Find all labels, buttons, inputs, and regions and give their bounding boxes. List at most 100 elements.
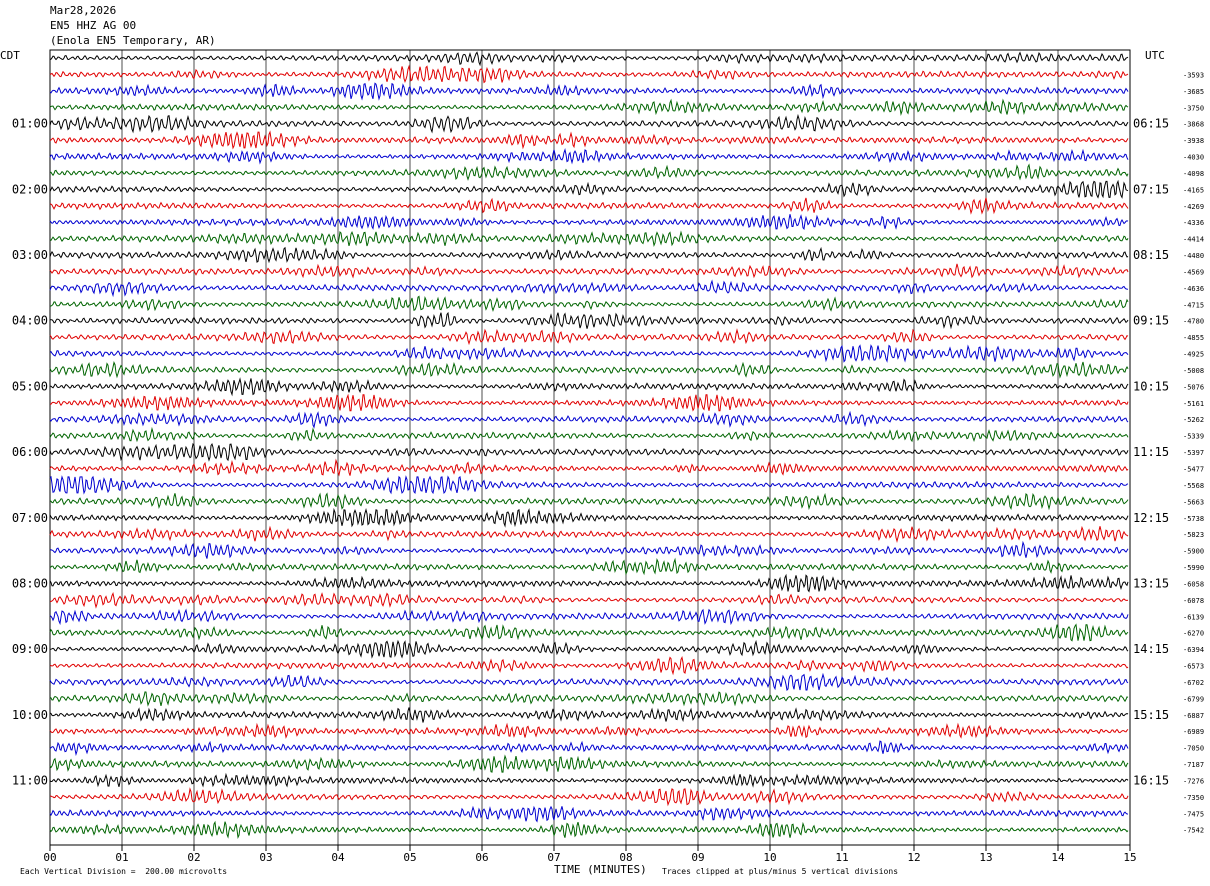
seismic-trace [49, 623, 1129, 642]
left-hour-label: 07:00 [12, 511, 48, 525]
seismic-trace [49, 51, 1129, 67]
seismic-trace [49, 573, 1129, 593]
seismic-trace [49, 772, 1129, 788]
seismic-trace [49, 740, 1129, 757]
seismic-trace [49, 246, 1129, 264]
trace-value-label: -6058 [1183, 580, 1204, 588]
trace-value-label: -6078 [1183, 597, 1204, 605]
trace-value-label: -6887 [1183, 712, 1204, 720]
trace-value-label: -6702 [1183, 679, 1204, 687]
right-hour-label: 11:15 [1133, 445, 1169, 459]
left-hour-label: 06:00 [12, 445, 48, 459]
x-tick-label: 07 [547, 851, 560, 864]
trace-value-label: -7050 [1183, 745, 1204, 753]
scale-note: Each Vertical Division = 200.00 microvol… [20, 867, 228, 876]
seismic-trace [49, 214, 1129, 231]
left-timezone-label: CDT [0, 49, 20, 62]
x-tick-label: 13 [979, 851, 992, 864]
trace-value-label: -6573 [1183, 663, 1204, 671]
trace-value-label: -5161 [1183, 400, 1204, 408]
trace-value-label: -3685 [1183, 88, 1204, 96]
trace-value-label: -4925 [1183, 351, 1204, 359]
trace-value-label: -5076 [1183, 383, 1204, 391]
seismic-trace [49, 722, 1129, 739]
left-hour-label: 11:00 [12, 773, 48, 787]
trace-value-label: -4336 [1183, 219, 1204, 227]
trace-value-label: -4855 [1183, 334, 1204, 342]
trace-value-label: -3868 [1183, 121, 1204, 129]
hour-labels: 01:00 02:00 03:00 04:00 05:00 06:00 07:00 08:00… [12, 71, 1204, 834]
left-hour-label: 08:00 [12, 576, 48, 590]
left-hour-label: 10:00 [12, 708, 48, 722]
seismic-trace [49, 328, 1129, 346]
seismic-trace [49, 377, 1129, 397]
clip-note: Traces clipped at plus/minus 5 vertical … [662, 867, 899, 876]
x-axis-title: TIME (MINUTES) [554, 863, 647, 876]
right-hour-label: 09:15 [1133, 314, 1169, 328]
seismic-trace [49, 707, 1129, 723]
seismic-trace [49, 311, 1129, 330]
right-hour-label: 07:15 [1133, 182, 1169, 196]
seismic-trace [49, 98, 1129, 116]
trace-value-label: -5339 [1183, 433, 1204, 441]
x-tick-label: 14 [1051, 851, 1065, 864]
right-hour-label: 10:15 [1133, 379, 1169, 393]
trace-value-label: -4780 [1183, 318, 1204, 326]
trace-value-label: -6139 [1183, 613, 1204, 621]
left-hour-label: 04:00 [12, 314, 48, 328]
x-tick-label: 00 [43, 851, 56, 864]
seismic-trace [49, 147, 1129, 165]
seismic-trace [49, 163, 1129, 181]
trace-value-label: -3593 [1183, 71, 1204, 79]
trace-value-label: -3750 [1183, 104, 1204, 112]
right-hour-label: 13:15 [1133, 576, 1169, 590]
seismic-trace [49, 442, 1129, 462]
right-hour-label: 15:15 [1133, 708, 1169, 722]
left-hour-label: 01:00 [12, 117, 48, 131]
seismic-trace [49, 691, 1129, 707]
seismic-trace [49, 655, 1129, 676]
seismic-trace [49, 113, 1129, 134]
seismic-trace [49, 230, 1129, 247]
trace-value-label: -5738 [1183, 515, 1204, 523]
trace-value-label: -4569 [1183, 268, 1204, 276]
left-hour-label: 09:00 [12, 642, 48, 656]
right-hour-label: 06:15 [1133, 117, 1169, 131]
seismic-trace [49, 820, 1129, 840]
seismic-trace [49, 295, 1129, 313]
trace-value-label: -4165 [1183, 186, 1204, 194]
seismic-trace [49, 525, 1129, 544]
trace-value-label: -5663 [1183, 498, 1204, 506]
trace-value-label: -7350 [1183, 794, 1204, 802]
minute-gridlines [49, 49, 1131, 846]
trace-value-label: -3938 [1183, 137, 1204, 145]
seismic-trace [49, 393, 1129, 412]
trace-value-label: -5990 [1183, 564, 1204, 572]
x-tick-label: 01 [115, 851, 128, 864]
right-timezone-label: UTC [1145, 49, 1165, 62]
seismic-trace [49, 179, 1129, 199]
seismic-trace [49, 592, 1129, 609]
trace-value-label: -4636 [1183, 285, 1204, 293]
trace-value-label: -5262 [1183, 416, 1204, 424]
trace-value-label: -6799 [1183, 695, 1204, 703]
location-label: (Enola EN5 Temporary, AR) [50, 34, 216, 47]
seismic-trace [49, 608, 1129, 626]
seismic-trace [49, 263, 1129, 279]
seismic-trace [49, 507, 1129, 528]
trace-value-label: -4715 [1183, 301, 1204, 309]
trace-value-label: -4480 [1183, 252, 1204, 260]
seismic-trace [49, 458, 1129, 477]
left-hour-label: 02:00 [12, 182, 48, 196]
x-tick-label: 08 [619, 851, 632, 864]
seismic-trace [49, 361, 1129, 379]
trace-value-label: -6270 [1183, 630, 1204, 638]
right-hour-label: 16:15 [1133, 773, 1169, 787]
seismic-trace [49, 639, 1129, 659]
seismic-trace [49, 426, 1129, 443]
seismic-trace [49, 279, 1129, 298]
seismic-trace [49, 344, 1129, 363]
trace-value-label: -4269 [1183, 203, 1204, 211]
station-label: EN5 HHZ AG 00 [50, 19, 137, 32]
